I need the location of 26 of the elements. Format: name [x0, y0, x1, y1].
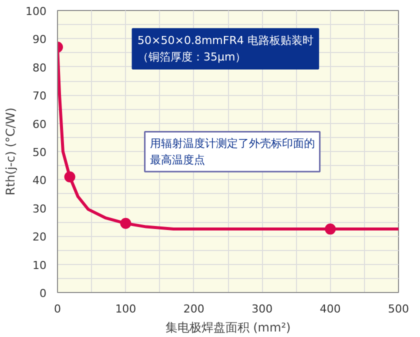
- y-tick-label: 80: [32, 61, 47, 74]
- x-tick-label: 0: [54, 302, 61, 316]
- y-tick-label: 30: [32, 202, 47, 216]
- x-tick-label: 500: [388, 302, 409, 316]
- annotation: 最高温度点: [150, 154, 205, 167]
- x-axis-title: 集电极焊盘面积 (mm²): [165, 320, 291, 334]
- annotation: 用辐射温度计测定了外壳标印面的: [150, 136, 315, 150]
- y-axis-title: Rth(j-c) (°C/W): [4, 108, 18, 196]
- y-tick-label: 10: [32, 258, 47, 272]
- x-tick-label: 200: [183, 302, 204, 316]
- y-tick-label: 90: [32, 33, 47, 46]
- x-tick-label: 100: [115, 302, 136, 316]
- y-tick-label: 100: [26, 5, 47, 18]
- x-tick-label: 400: [320, 302, 341, 316]
- y-tick-label: 40: [32, 174, 47, 188]
- point: [64, 171, 76, 182]
- annotation: 50×50×0.8mmFR4 电路板贴装时: [138, 34, 314, 47]
- y-tick-label: 50: [32, 146, 47, 159]
- point: [324, 224, 336, 235]
- y-tick-label: 0: [40, 287, 46, 300]
- y-tick-label: 60: [32, 118, 47, 131]
- y-tick-label: 70: [32, 90, 47, 103]
- point: [120, 218, 132, 229]
- x-tick-label: 300: [252, 302, 273, 316]
- y-tick-label: 20: [32, 230, 47, 244]
- annotation: （铜箔厚度：35μm）: [138, 50, 246, 64]
